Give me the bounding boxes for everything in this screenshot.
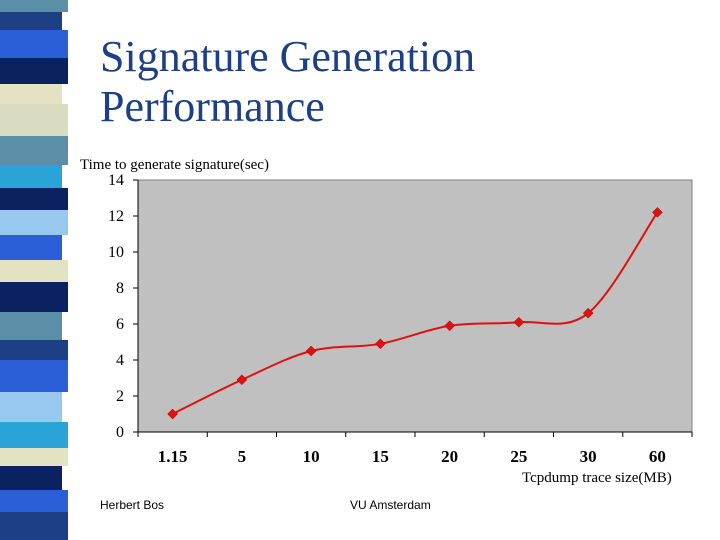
stripe-block [0,392,62,422]
y-tick-label: 8 [116,280,124,297]
slide-title-line-2: Performance [100,82,325,131]
x-axis-title: Tcpdump trace size(MB) [522,470,672,486]
stripe-block [0,136,68,165]
stripe-block [0,84,62,104]
stripe-block [0,235,62,260]
data-point [444,320,455,332]
y-tick-label: 2 [116,388,124,405]
decorative-stripe [0,0,70,540]
y-tick-label: 12 [108,208,124,225]
stripe-block [0,360,68,392]
stripe-block [0,260,68,282]
stripe-block [0,466,62,490]
stripe-block [0,165,62,188]
stripe-block [0,188,68,210]
x-tick-label: 5 [238,447,247,466]
x-tick-label: 30 [580,447,597,466]
data-point [236,374,248,386]
stripe-block [0,30,68,58]
data-point [582,307,594,319]
y-tick-label: 6 [116,316,124,333]
data-point [513,316,525,328]
slide-title: Signature Generation Performance [100,32,660,132]
stripe-block [0,58,68,84]
y-tick-label: 14 [108,172,124,189]
data-point [652,207,663,218]
plot-area [137,179,693,433]
x-tick-label: 1.15 [158,447,188,466]
stripe-block [0,104,68,136]
x-tick-label: 10 [303,447,320,466]
data-point [167,408,178,420]
stripe-block [0,512,68,540]
x-tick-label: 25 [510,447,527,466]
data-point [375,338,386,350]
y-tick-label: 10 [108,244,124,261]
stripe-block [0,448,68,466]
footer-author: Herbert Bos [100,498,165,512]
stripe-block [0,490,68,512]
stripe-block [0,12,62,30]
stripe-block [0,340,68,360]
stripe-block [0,282,68,312]
stripe-block [0,312,62,340]
stripe-block [0,0,68,12]
x-tick-label: 15 [372,447,389,466]
y-axis-title: Time to generate signature(sec) [80,157,269,173]
stripe-block [0,422,68,448]
data-point [305,345,317,357]
footer-institution: VU Amsterdam [350,498,431,512]
slide-title-line-1: Signature Generation [100,32,476,81]
x-tick-label: 20 [441,447,458,466]
y-tick-label: 0 [116,424,124,441]
stripe-block [0,210,68,235]
x-tick-label: 60 [649,447,666,466]
y-tick-label: 4 [116,352,124,369]
